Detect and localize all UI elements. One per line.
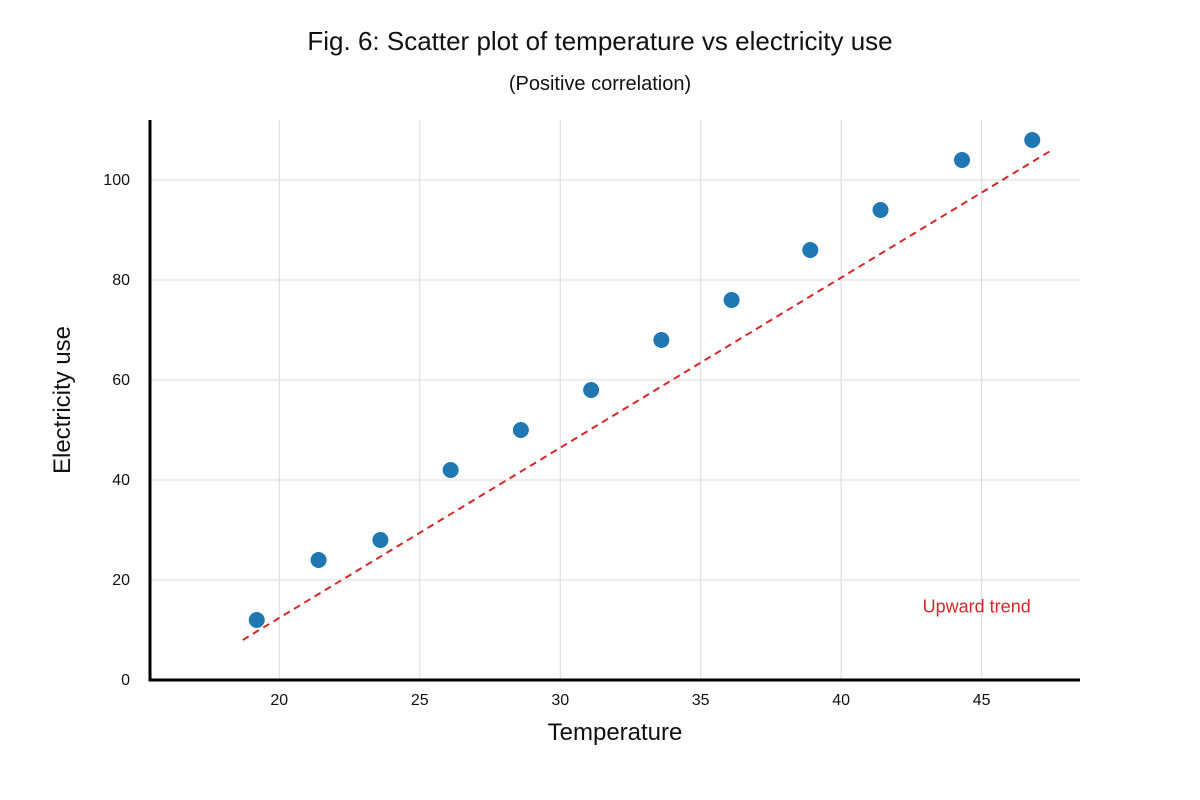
scatter-point xyxy=(953,152,970,168)
x-tick-label: 35 xyxy=(692,692,710,709)
scatter-point xyxy=(802,242,819,258)
y-tick-label: 60 xyxy=(112,372,130,389)
trend-annotation: Upward trend xyxy=(923,597,1031,617)
y-tick-label: 20 xyxy=(112,572,130,589)
scatter-point xyxy=(310,552,327,568)
x-tick-label: 30 xyxy=(551,692,569,709)
axes xyxy=(148,120,1080,682)
chart-title: Fig. 6: Scatter plot of temperature vs e… xyxy=(307,26,892,56)
y-tick-label: 100 xyxy=(103,172,130,189)
trendline-group xyxy=(242,149,1053,641)
scatter-point xyxy=(653,332,670,348)
chart-subtitle: (Positive correlation) xyxy=(509,73,691,95)
x-tick-label: 25 xyxy=(411,692,429,709)
trend-line xyxy=(242,149,1053,641)
scatter-points xyxy=(248,132,1041,628)
scatter-point xyxy=(372,532,389,548)
y-tick-labels: 0 20 40 60 80 100 xyxy=(103,172,130,689)
x-tick-labels: 20 25 30 35 40 45 xyxy=(270,692,990,709)
x-tick-label: 40 xyxy=(832,692,850,709)
scatter-point xyxy=(512,422,529,438)
y-tick-label: 0 xyxy=(121,672,130,689)
x-tick-label: 45 xyxy=(973,692,991,709)
y-axis-label: Electricity use xyxy=(49,326,76,474)
x-tick-label: 20 xyxy=(270,692,288,709)
x-axis-label: Temperature xyxy=(548,719,683,746)
scatter-point xyxy=(872,202,889,218)
scatter-point xyxy=(1024,132,1041,148)
y-tick-label: 40 xyxy=(112,472,130,489)
y-tick-label: 80 xyxy=(112,272,130,289)
grid-lines xyxy=(150,120,1080,680)
scatter-point xyxy=(442,462,459,478)
scatter-point xyxy=(583,382,600,398)
scatter-point xyxy=(248,612,265,628)
scatter-point xyxy=(723,292,740,308)
